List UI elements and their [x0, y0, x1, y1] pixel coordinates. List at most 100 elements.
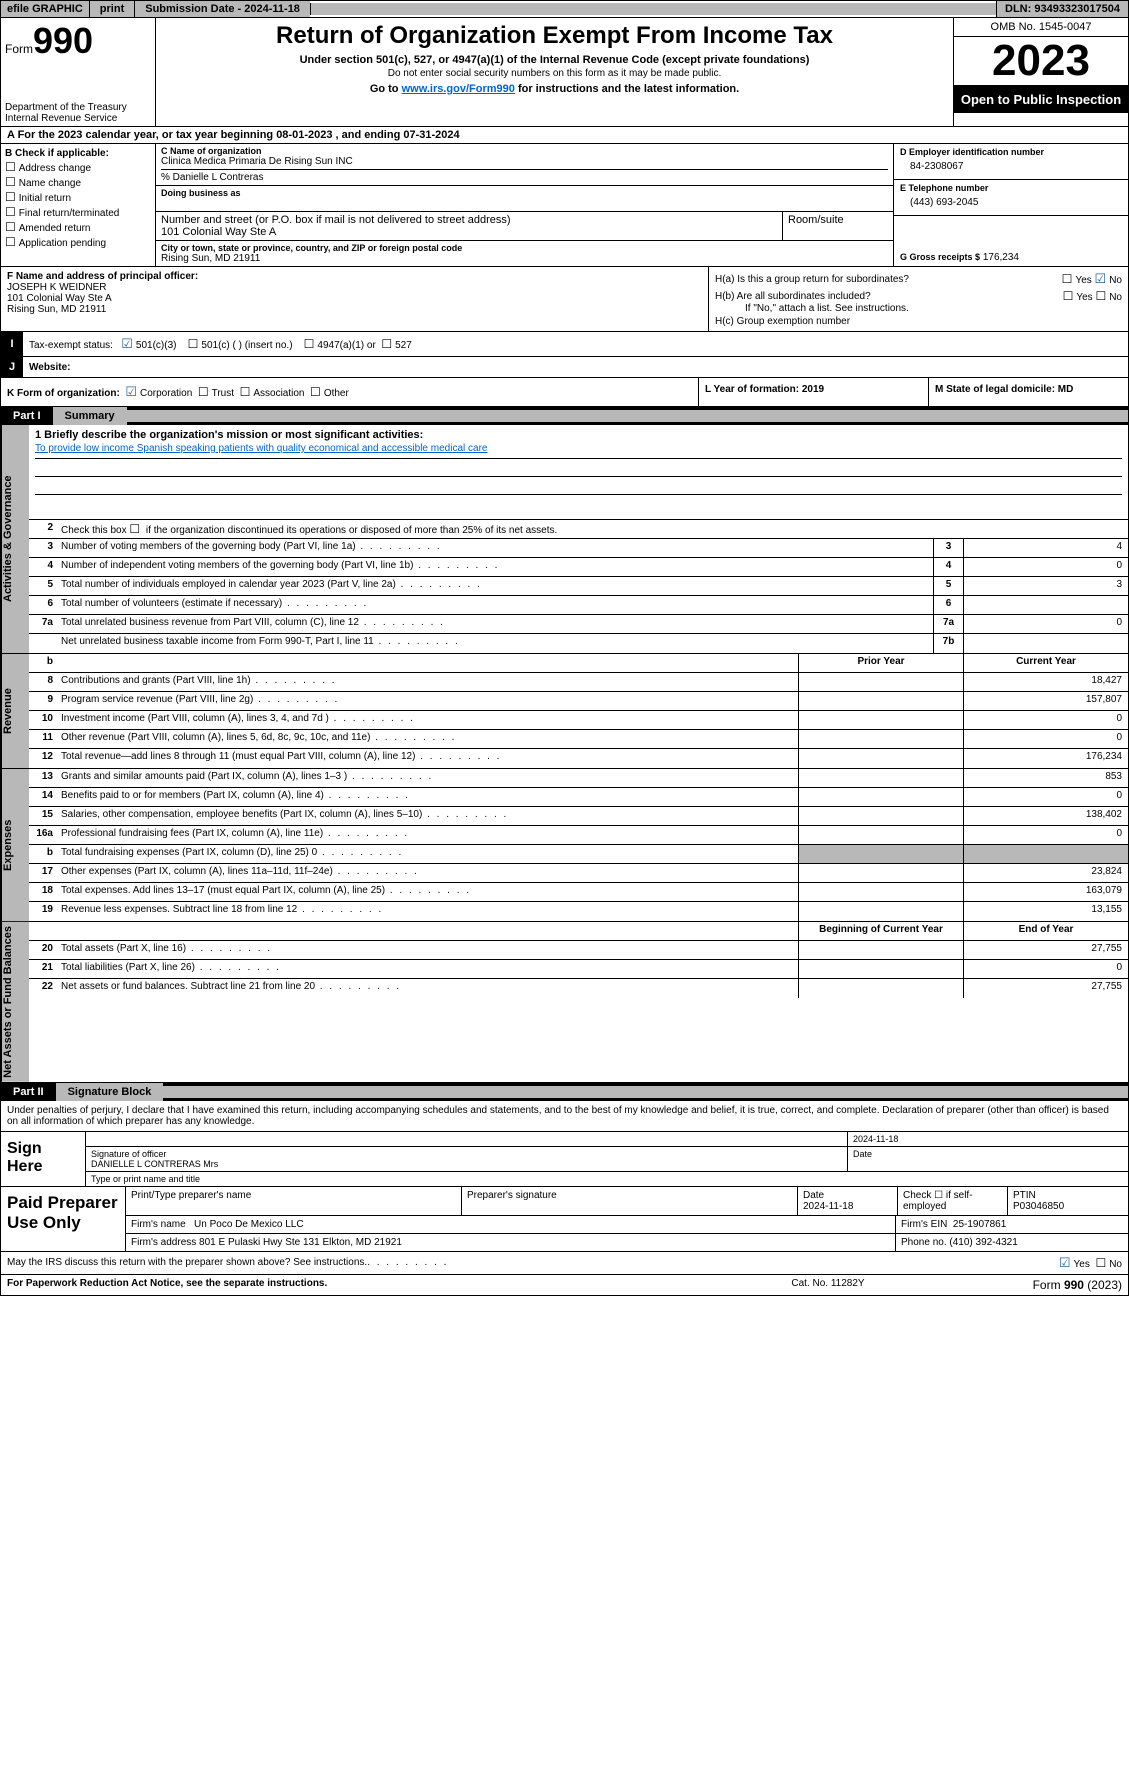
line-num: 5: [29, 577, 57, 595]
form990-link[interactable]: www.irs.gov/Form990: [402, 83, 515, 95]
summary-row: 14 Benefits paid to or for members (Part…: [29, 788, 1128, 807]
sig-date-label: Date: [848, 1147, 1128, 1171]
top-bar: efile GRAPHIC print Submission Date - 20…: [0, 0, 1129, 18]
prior-year-value: [798, 941, 963, 959]
street-label: Number and street (or P.O. box if mail i…: [161, 214, 777, 226]
hb-yes[interactable]: Yes: [1063, 292, 1093, 303]
website-label: Website:: [29, 362, 71, 373]
chk-amended-return[interactable]: Amended return: [5, 220, 151, 234]
line-num: 11: [29, 730, 57, 748]
chk-association[interactable]: Association: [240, 388, 305, 399]
discuss-no[interactable]: No: [1095, 1259, 1122, 1270]
hb-no[interactable]: No: [1095, 292, 1122, 303]
prep-date: 2024-11-18: [803, 1201, 853, 1212]
gross-value: 176,234: [983, 252, 1019, 263]
year-formation: L Year of formation: 2019: [705, 384, 824, 395]
chk-address-change[interactable]: Address change: [5, 160, 151, 174]
chk-initial-return[interactable]: Initial return: [5, 190, 151, 204]
chk-other[interactable]: Other: [310, 388, 349, 399]
line-num: 21: [29, 960, 57, 978]
line-num: 3: [29, 539, 57, 557]
line-2-text: Check this box if the organization disco…: [61, 525, 557, 536]
subtitle-1: Under section 501(c), 527, or 4947(a)(1)…: [160, 54, 949, 66]
line-num: 10: [29, 711, 57, 729]
row-k-label: K Form of organization:: [7, 388, 120, 399]
summary-row: 17 Other expenses (Part IX, column (A), …: [29, 864, 1128, 883]
current-year-value: 853: [963, 769, 1128, 787]
ptin-val: P03046850: [1013, 1201, 1064, 1212]
line-code: 3: [933, 539, 963, 557]
chk-501c3[interactable]: 501(c)(3): [121, 340, 176, 351]
chk-4947[interactable]: 4947(a)(1) or: [304, 340, 376, 351]
self-employed-chk[interactable]: Check ☐ if self-employed: [898, 1187, 1008, 1215]
firm-ein-lbl: Firm's EIN: [901, 1219, 947, 1230]
line-code: 6: [933, 596, 963, 614]
header-title-block: Return of Organization Exempt From Incom…: [156, 18, 953, 126]
chk-corporation[interactable]: Corporation: [125, 388, 192, 399]
line-desc: Grants and similar amounts paid (Part IX…: [57, 769, 798, 787]
prior-year-value: [798, 902, 963, 921]
current-year-value: 0: [963, 788, 1128, 806]
prior-year-value: [798, 864, 963, 882]
chk-501c[interactable]: 501(c) ( ) (insert no.): [188, 340, 293, 351]
summary-row: 22 Net assets or fund balances. Subtract…: [29, 979, 1128, 998]
phone-val: (410) 392-4321: [949, 1237, 1017, 1248]
tax-exempt-label: Tax-exempt status:: [29, 340, 113, 351]
line-code: 7a: [933, 615, 963, 633]
line-num: b: [29, 845, 57, 863]
line-num: 19: [29, 902, 57, 921]
part-1-num: Part I: [1, 407, 53, 425]
gross-label: G Gross receipts $: [900, 252, 980, 262]
part-2-title: Signature Block: [56, 1083, 164, 1101]
line-desc: Contributions and grants (Part VIII, lin…: [57, 673, 798, 691]
line-2-num: 2: [29, 520, 57, 538]
form-number: 990: [33, 20, 93, 61]
chk-trust[interactable]: Trust: [198, 388, 234, 399]
firm-addr-lbl: Firm's address: [131, 1237, 196, 1248]
line-num: 8: [29, 673, 57, 691]
line-desc: Program service revenue (Part VIII, line…: [57, 692, 798, 710]
dept-line-1: Department of the Treasury: [5, 102, 151, 113]
prior-year-value: [798, 807, 963, 825]
chk-527[interactable]: 527: [381, 340, 411, 351]
chk-name-change[interactable]: Name change: [5, 175, 151, 189]
perjury-statement: Under penalties of perjury, I declare th…: [0, 1101, 1129, 1131]
row-i: I Tax-exempt status: 501(c)(3) 501(c) ( …: [0, 332, 1129, 357]
firm-ein: 25-1907861: [953, 1219, 1006, 1230]
line-value: 3: [963, 577, 1128, 595]
current-year-value: 0: [963, 711, 1128, 729]
line-num: 22: [29, 979, 57, 998]
topbar-spacer: [310, 3, 996, 15]
chk-final-return[interactable]: Final return/terminated: [5, 205, 151, 219]
current-year-value: 157,807: [963, 692, 1128, 710]
row-j-letter: J: [1, 357, 23, 377]
footer: For Paperwork Reduction Act Notice, see …: [0, 1275, 1129, 1296]
ha-yes[interactable]: Yes: [1062, 275, 1092, 286]
summary-row: 20 Total assets (Part X, line 16) 27,755: [29, 941, 1128, 960]
line-value: [963, 596, 1128, 614]
prior-year-value: [798, 960, 963, 978]
summary-row: 7a Total unrelated business revenue from…: [29, 615, 1128, 634]
line-num: 9: [29, 692, 57, 710]
current-year-value: 176,234: [963, 749, 1128, 768]
line-desc: Total unrelated business revenue from Pa…: [57, 615, 933, 633]
tel-label: E Telephone number: [900, 183, 1122, 193]
gov-section: Activities & Governance 1 Briefly descri…: [0, 425, 1129, 654]
line-desc: Total liabilities (Part X, line 26): [57, 960, 798, 978]
line-num: 16a: [29, 826, 57, 844]
org-name-label: C Name of organization: [161, 146, 888, 156]
ha-no[interactable]: No: [1095, 275, 1122, 286]
chk-application-pending[interactable]: Application pending: [5, 235, 151, 249]
form-header: Form990 Department of the Treasury Inter…: [0, 18, 1129, 127]
chk-discontinued[interactable]: [129, 525, 143, 536]
summary-row: 8 Contributions and grants (Part VIII, l…: [29, 673, 1128, 692]
hdr-begin-year: Beginning of Current Year: [798, 922, 963, 940]
street-address: 101 Colonial Way Ste A: [161, 226, 777, 238]
line-value: [963, 634, 1128, 653]
current-year-value: 18,427: [963, 673, 1128, 691]
dba-label: Doing business as: [161, 188, 888, 198]
paid-preparer-label: Paid Preparer Use Only: [1, 1187, 126, 1251]
print-button[interactable]: print: [90, 1, 135, 17]
discuss-yes[interactable]: Yes: [1059, 1259, 1090, 1270]
net-hdr-desc: [57, 922, 798, 940]
